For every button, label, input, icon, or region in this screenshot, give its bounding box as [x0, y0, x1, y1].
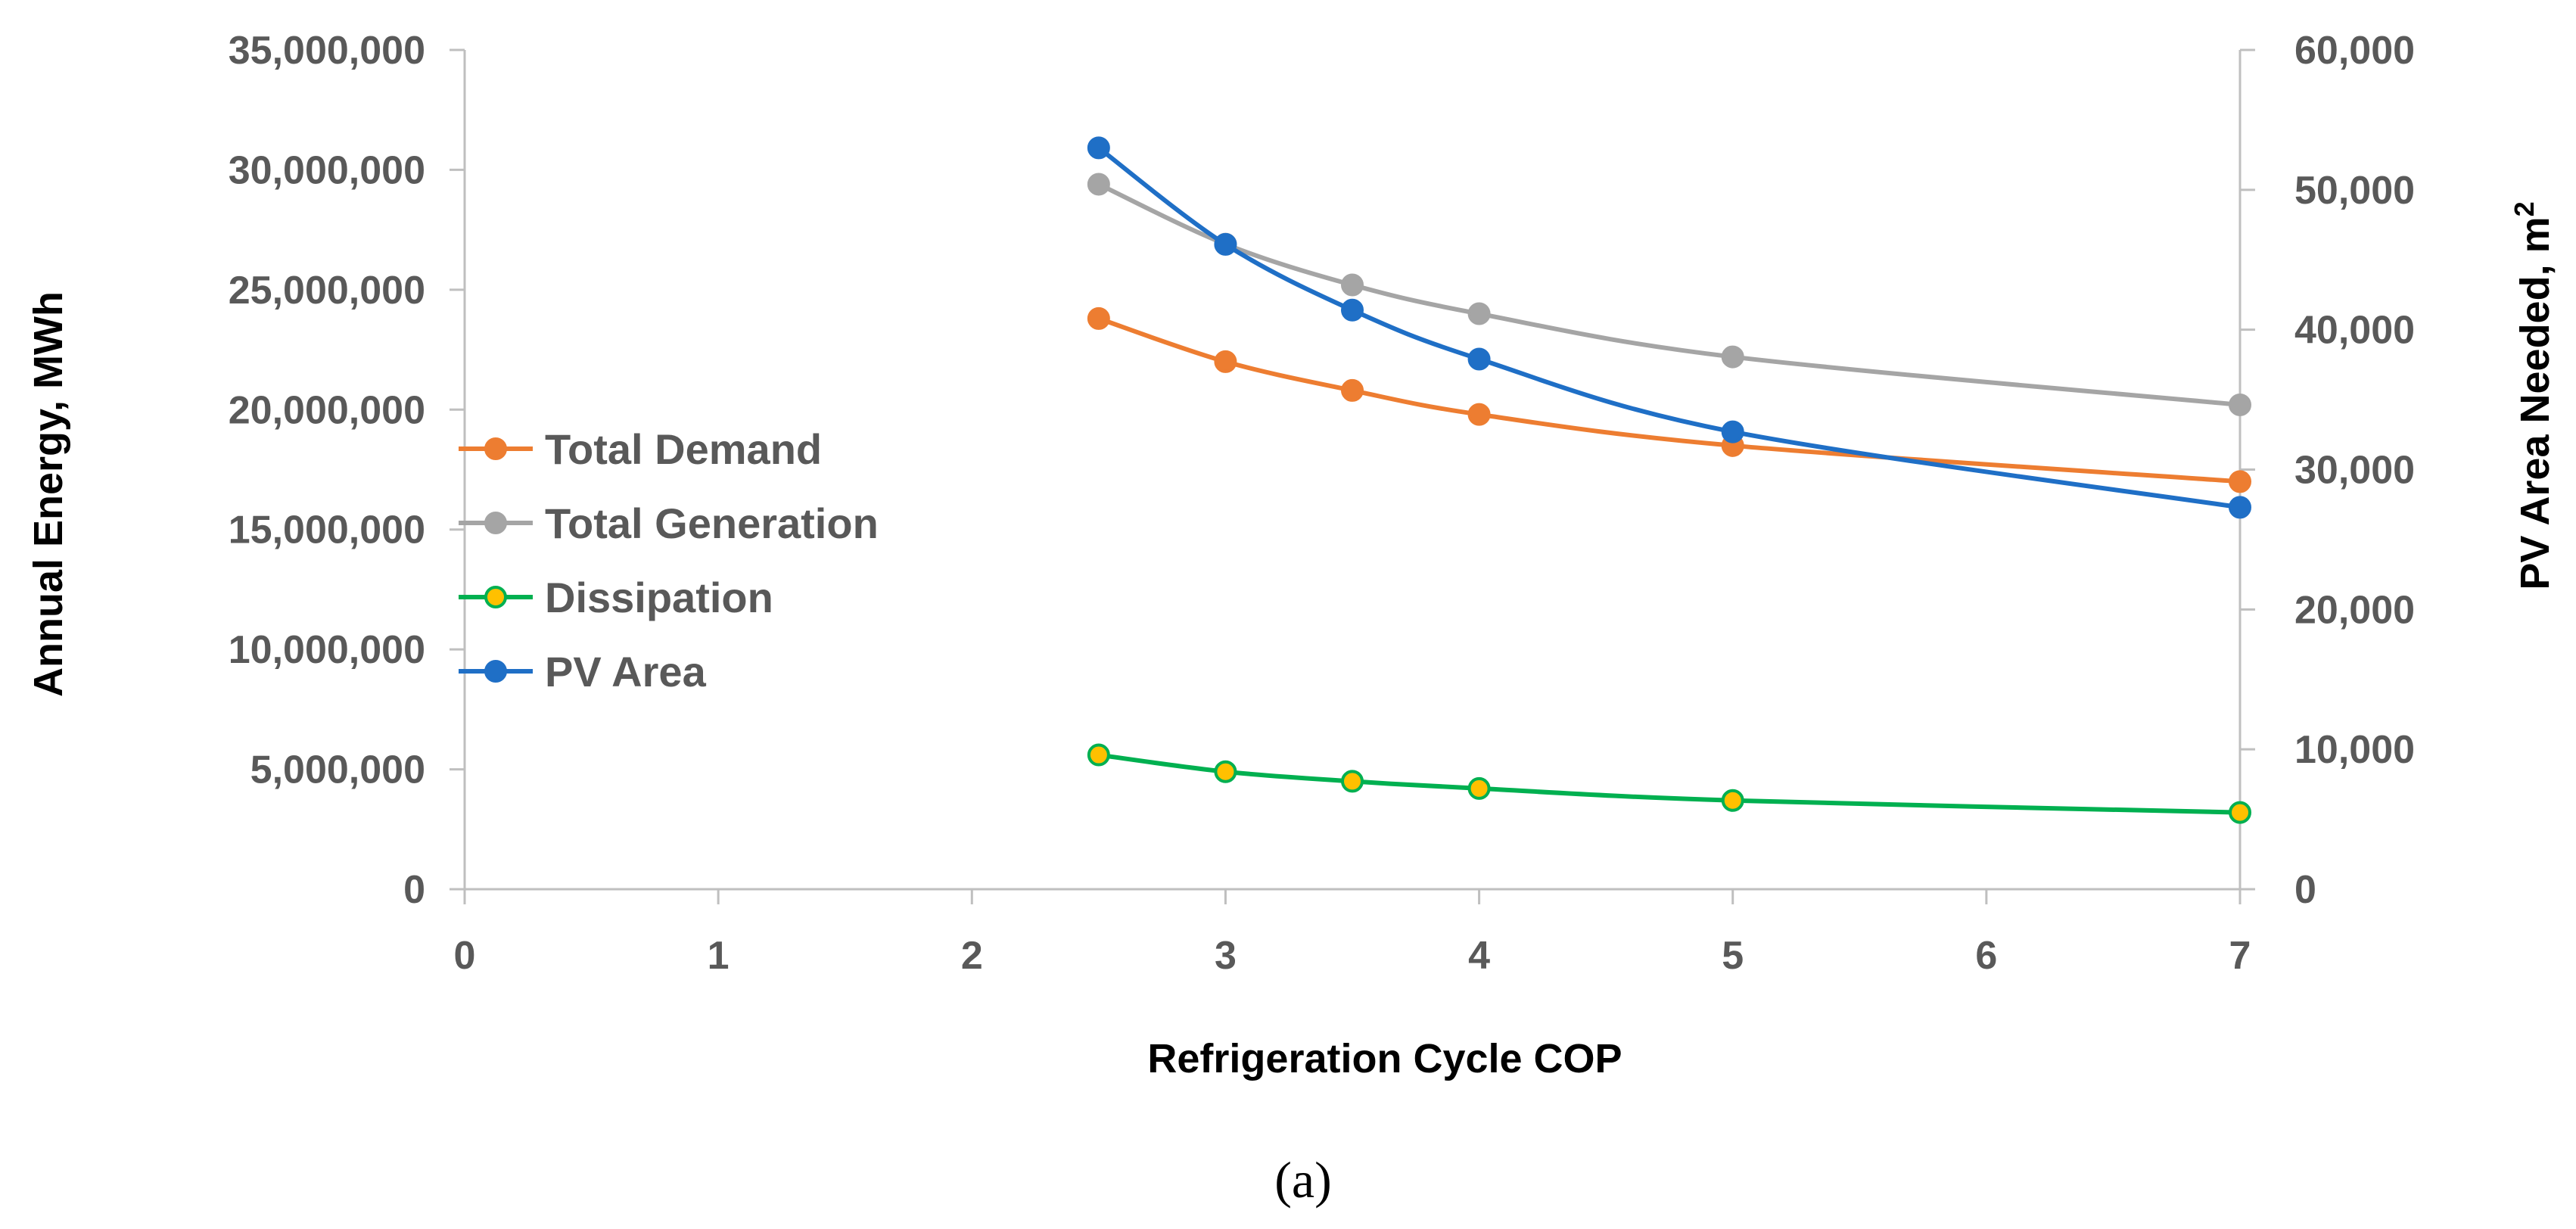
legend-item-total-demand: Total Demand [459, 425, 822, 473]
y2-tick-label: 40,000 [2294, 309, 2415, 353]
legend-swatch-marker [484, 586, 507, 608]
data-point-pv-area [1721, 420, 1744, 443]
y-tick-label: 15,000,000 [229, 509, 425, 552]
series-line-pv-area [1097, 145, 2241, 510]
data-point-dissipation [1087, 743, 1110, 767]
legend-swatch-marker [484, 437, 507, 460]
x-tick-label: 7 [2229, 934, 2251, 978]
data-point-pv-area [1214, 232, 1237, 256]
legend-item-dissipation: Dissipation [459, 574, 773, 621]
data-point-dissipation [1341, 770, 1364, 793]
y-tick-label: 20,000,000 [229, 388, 425, 432]
series-line-dissipation [1098, 752, 2241, 815]
x-axis-title: Refrigeration Cycle COP [1147, 1036, 1622, 1081]
legend-swatch-marker [484, 660, 507, 683]
x-tick-label: 2 [961, 934, 983, 978]
data-point-dissipation [1721, 789, 1744, 812]
legend-label: Total Demand [545, 425, 822, 473]
data-point-pv-area [2229, 496, 2251, 519]
series-line-total-demand [1097, 316, 2241, 484]
x-tick-label: 6 [1975, 934, 1997, 978]
x-tick-label: 0 [454, 934, 476, 978]
x-tick-label: 1 [708, 934, 730, 978]
data-point-total-generation [1467, 302, 1491, 325]
plot-area [1087, 136, 2251, 824]
y2-tick-label: 30,000 [2294, 449, 2415, 493]
y-tick-label: 35,000,000 [229, 29, 425, 73]
legend-label: Dissipation [545, 574, 773, 621]
y2-tick-label: 10,000 [2294, 728, 2415, 772]
y-tick-label: 30,000,000 [229, 148, 425, 192]
series-total-generation [1087, 173, 2251, 416]
data-point-total-generation [2229, 393, 2251, 416]
y2-axis-title: PV Area Needed, m2 [2509, 201, 2558, 590]
y2-tick-label: 60,000 [2294, 29, 2415, 73]
y2-tick-label: 50,000 [2294, 169, 2415, 213]
data-point-dissipation [2229, 801, 2251, 824]
legend-item-total-generation: Total Generation [459, 499, 879, 547]
legend-label: Total Generation [545, 499, 879, 547]
y2-axis-title-base: PV Area Needed, m [2512, 216, 2558, 590]
x-tick-label: 5 [1722, 934, 1744, 978]
data-point-pv-area [1087, 136, 1110, 160]
data-point-pv-area [1341, 298, 1364, 322]
y-tick-label: 25,000,000 [229, 269, 425, 313]
data-point-total-demand [2229, 470, 2251, 493]
y-tick-label: 0 [403, 868, 425, 912]
y2-tick-label: 0 [2294, 868, 2316, 912]
legend-item-pv-area: PV Area [459, 648, 707, 695]
y-axis-title: Annual Energy, MWh [26, 291, 71, 697]
data-point-total-generation [1087, 173, 1110, 196]
legend-swatch-marker [484, 512, 507, 534]
series-dissipation [1087, 743, 2251, 824]
y-tick-label: 10,000,000 [229, 628, 425, 672]
series-total-demand [1087, 306, 2251, 493]
data-point-dissipation [1467, 776, 1491, 800]
data-point-total-demand [1214, 350, 1237, 373]
y-tick-label: 5,000,000 [250, 748, 425, 792]
data-point-total-generation [1341, 273, 1364, 297]
x-tick-label: 4 [1468, 934, 1490, 978]
y2-tick-label: 20,000 [2294, 588, 2415, 632]
data-point-dissipation [1214, 760, 1237, 783]
axes: 0 5,000,000 10,000,000 15,000,000 20,000,000… [229, 29, 2415, 978]
x-tick-label: 3 [1215, 934, 1237, 978]
data-point-total-demand [1467, 403, 1491, 426]
data-point-total-generation [1721, 345, 1744, 369]
series-pv-area [1087, 136, 2251, 519]
figure-caption: (a) [1274, 1151, 1331, 1209]
legend-label: PV Area [545, 648, 707, 695]
legend: Total Demand Total Generation Dissipation P… [459, 425, 879, 695]
data-point-total-demand [1341, 378, 1364, 402]
y2-axis-title-superscript: 2 [2509, 201, 2540, 216]
data-point-pv-area [1467, 347, 1491, 371]
data-point-total-demand [1087, 306, 1110, 330]
